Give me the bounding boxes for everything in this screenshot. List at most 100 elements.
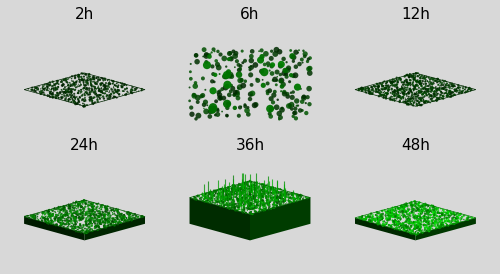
Point — [449, 93, 457, 98]
Point — [200, 197, 208, 201]
Point — [271, 188, 279, 193]
Point — [56, 90, 64, 94]
Point — [95, 89, 103, 93]
Point — [418, 76, 426, 81]
Point — [47, 214, 55, 218]
Point — [138, 215, 145, 219]
Point — [120, 215, 128, 220]
Point — [36, 92, 44, 96]
Point — [414, 94, 422, 98]
Point — [450, 82, 458, 87]
Point — [364, 85, 372, 90]
Point — [228, 200, 236, 204]
Point — [60, 90, 68, 95]
Point — [79, 206, 87, 211]
Point — [32, 89, 40, 93]
Point — [418, 206, 426, 210]
Point — [72, 204, 80, 208]
Point — [380, 84, 388, 88]
Point — [249, 194, 257, 198]
Point — [76, 218, 84, 222]
Point — [249, 204, 257, 208]
Point — [411, 100, 419, 104]
Point — [231, 205, 239, 209]
Point — [78, 224, 86, 228]
Point — [242, 197, 250, 201]
Point — [394, 88, 402, 93]
Point — [202, 60, 210, 64]
Point — [386, 96, 394, 101]
Point — [111, 95, 119, 99]
Point — [236, 187, 244, 191]
Point — [446, 213, 454, 218]
Point — [426, 87, 434, 91]
Point — [96, 82, 104, 86]
Point — [102, 85, 110, 89]
Point — [199, 54, 207, 59]
Point — [431, 205, 439, 209]
Point — [246, 201, 254, 205]
Point — [409, 83, 417, 87]
Point — [74, 227, 82, 232]
Point — [415, 85, 423, 90]
Point — [446, 219, 454, 223]
Point — [298, 193, 306, 198]
Point — [85, 211, 93, 216]
Point — [60, 78, 68, 82]
Point — [234, 196, 241, 201]
Point — [62, 204, 70, 208]
Point — [411, 216, 419, 220]
Point — [206, 197, 214, 201]
Point — [438, 212, 446, 216]
Point — [71, 97, 79, 101]
Point — [372, 218, 380, 223]
Point — [390, 222, 398, 226]
Point — [250, 193, 258, 198]
Point — [237, 190, 245, 195]
Point — [242, 79, 250, 83]
Point — [388, 80, 396, 84]
Point — [76, 217, 84, 221]
Point — [90, 224, 98, 229]
Point — [99, 76, 107, 81]
Point — [68, 90, 76, 94]
Point — [76, 216, 84, 221]
Point — [430, 206, 438, 210]
Point — [82, 210, 90, 214]
Point — [90, 77, 98, 82]
Point — [43, 84, 51, 89]
Point — [270, 206, 278, 210]
Point — [420, 218, 428, 222]
Point — [436, 92, 444, 96]
Point — [48, 86, 56, 91]
Point — [432, 98, 440, 102]
Point — [293, 193, 301, 198]
Point — [410, 86, 418, 91]
Point — [456, 219, 464, 223]
Point — [268, 195, 276, 200]
Point — [234, 196, 242, 201]
Point — [221, 185, 229, 190]
Point — [280, 192, 288, 196]
Point — [83, 202, 91, 206]
Point — [113, 214, 121, 218]
Point — [96, 218, 104, 222]
Point — [94, 98, 102, 102]
Point — [252, 180, 260, 185]
Point — [81, 213, 89, 217]
Point — [72, 220, 80, 225]
Point — [60, 216, 68, 221]
Point — [88, 207, 96, 212]
Point — [367, 219, 375, 224]
Point — [66, 84, 74, 89]
Point — [192, 197, 200, 201]
Point — [112, 220, 120, 225]
Point — [70, 211, 78, 215]
Point — [240, 181, 248, 186]
Point — [436, 219, 444, 224]
Point — [72, 82, 80, 87]
Point — [270, 196, 278, 200]
Point — [118, 85, 126, 90]
Point — [260, 204, 268, 209]
Point — [426, 210, 434, 214]
